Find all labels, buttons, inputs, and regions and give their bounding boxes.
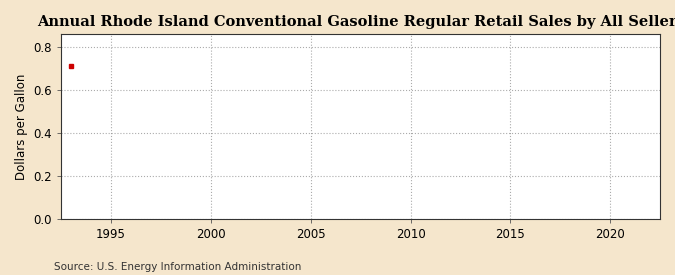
Text: Source: U.S. Energy Information Administration: Source: U.S. Energy Information Administ… (54, 262, 301, 272)
Y-axis label: Dollars per Gallon: Dollars per Gallon (15, 73, 28, 180)
Title: Annual Rhode Island Conventional Gasoline Regular Retail Sales by All Sellers: Annual Rhode Island Conventional Gasolin… (36, 15, 675, 29)
